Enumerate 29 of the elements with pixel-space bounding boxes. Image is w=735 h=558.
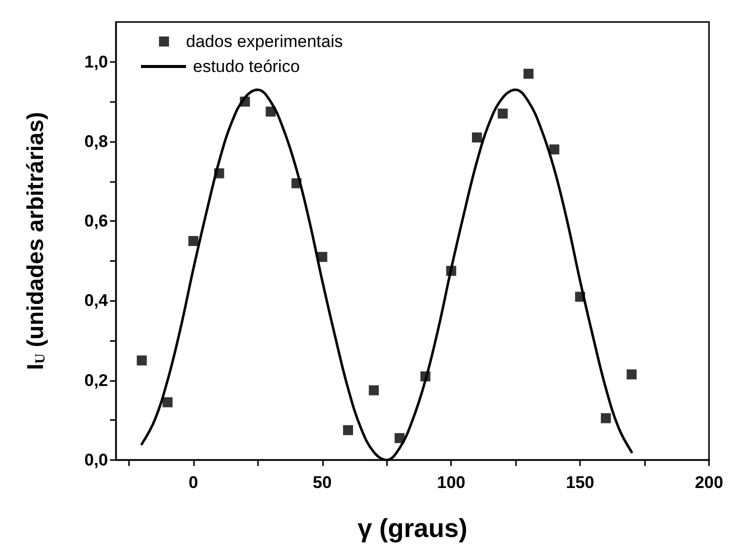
y-tick-label: 0,0: [84, 450, 108, 470]
y-tick-label: 0,4: [84, 291, 109, 310]
point: [368, 385, 379, 396]
x-axis-title: γ (graus): [358, 513, 468, 543]
point: [626, 369, 637, 380]
point: [343, 425, 354, 436]
x-tick-label: 100: [436, 473, 466, 492]
point: [266, 106, 276, 117]
x-tick-label: 50: [312, 473, 332, 492]
point: [524, 68, 534, 79]
x-tick-label: 0: [188, 473, 198, 492]
y-axis-title: IU (unidades arbitrárias): [22, 112, 48, 370]
y-tick-label: 0,6: [84, 212, 108, 231]
point: [472, 132, 482, 142]
point: [498, 108, 508, 119]
x-tick-label: 200: [694, 473, 724, 492]
y-tick-label: 1,0: [84, 52, 108, 72]
y-tick-label: 0,2: [84, 370, 108, 390]
point: [162, 397, 173, 408]
y-tick-label: 0,8: [84, 132, 108, 151]
x-tick-label: 150: [566, 473, 594, 492]
legend-label: dados experimentais: [186, 32, 343, 51]
point: [188, 236, 198, 246]
legend-label: estudo teórico: [193, 57, 300, 76]
point: [317, 252, 328, 262]
point: [136, 355, 147, 366]
point: [600, 413, 611, 424]
point: [549, 144, 560, 154]
point: [394, 433, 405, 444]
